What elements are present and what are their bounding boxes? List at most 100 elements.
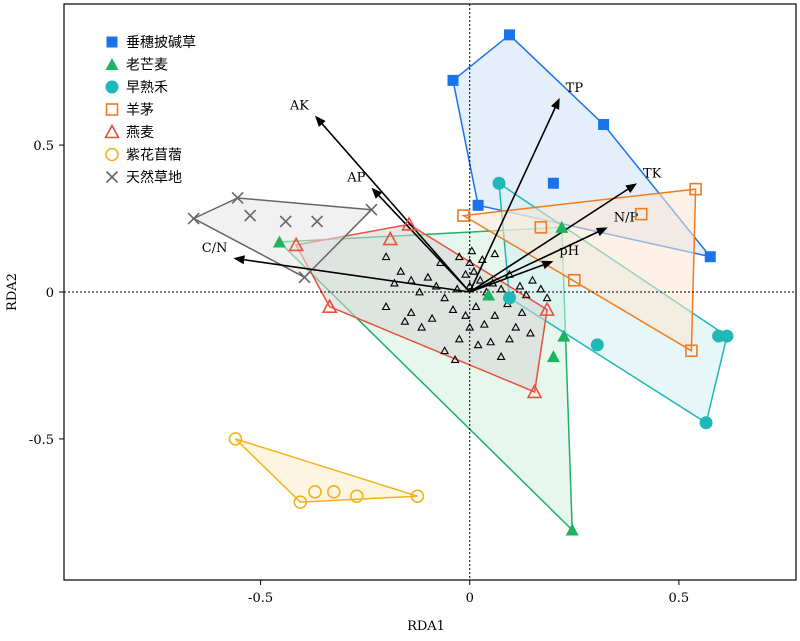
legend-label-3: 早熟禾 [126,80,168,96]
y-tick-label-3: 0.5 [33,139,54,154]
legend-label-6: 紫花苜蓿 [126,147,182,164]
vector-arrowhead-7 [233,255,245,265]
small-marker-11 [469,266,479,275]
point-2-1 [272,235,286,248]
point-4-5 [568,273,581,287]
point-2-2 [555,220,569,233]
point-6-3 [308,485,322,499]
point-4-1 [457,209,470,222]
small-marker-48 [490,249,500,258]
small-marker-31 [525,328,535,337]
small-marker-32 [427,313,437,322]
vector-arrowhead-5 [595,227,608,237]
point-2-4 [557,329,571,342]
small-marker-47 [477,255,487,264]
point-7-4 [279,215,292,228]
small-marker-14 [488,278,498,287]
legend-label-4: 羊茅 [126,103,154,119]
point-1-1 [447,74,459,86]
point-1-4 [704,251,716,263]
legend-marker-1 [106,36,118,48]
point-7-3 [244,209,257,222]
point-3-2 [502,291,516,305]
point-4-3 [634,207,648,221]
vector-label-2: AP [346,171,365,186]
vector-line-2 [378,195,471,293]
point-4-2 [534,221,548,234]
small-marker-8 [452,284,462,293]
small-marker-23 [448,305,458,313]
vector-arrowhead-1 [314,115,326,127]
small-marker-42 [496,352,506,361]
point-5-6 [539,301,555,316]
vector-label-1: AK [289,99,309,114]
point-3-3 [590,338,604,352]
vector-line-7 [244,258,470,293]
group-points [187,29,734,536]
small-marker-36 [465,322,475,331]
small-marker-34 [406,307,416,316]
small-marker-9 [461,269,470,278]
small-marker-5 [423,272,433,281]
small-marker-40 [450,354,460,363]
legend-label-5: 燕麦 [126,125,154,141]
point-3-6 [699,416,713,430]
small-marker-16 [505,269,514,278]
legend-label-2: 老芒麦 [126,58,168,74]
hull-4 [461,188,697,353]
legend-marker-2 [105,58,119,70]
point-6-5 [349,489,364,504]
legend-label-7: 天然草地 [126,169,182,186]
legend-marker-4 [105,103,119,116]
vector-label-3: TP [566,81,584,96]
small-marker-15 [496,284,506,293]
small-marker-33 [417,322,427,331]
y-axis-title: RDA2 [5,273,20,311]
small-marker-25 [471,302,481,311]
vector-arrowhead-3 [550,98,560,110]
point-3-1 [492,176,506,190]
small-marker-24 [461,310,470,319]
point-5-1 [288,236,304,252]
small-marker-26 [479,319,489,328]
point-7-1 [187,212,200,225]
point-3-5 [720,329,734,343]
vector-line-1 [321,123,471,293]
point-7-5 [310,215,324,228]
small-marker-6 [431,281,441,290]
small-marker-29 [511,322,521,331]
small-marker-35 [454,334,464,343]
hull-6 [234,438,418,503]
small-marker-50 [467,246,477,255]
small-marker-2 [396,266,406,275]
x-tick-label-2: 0 [466,591,474,606]
vector-label-6: pH [559,244,579,259]
legend-marker-5 [104,123,120,139]
x-tick-label-1: -0.5 [248,591,273,606]
small-marker-19 [528,275,537,284]
point-2-5 [546,350,560,363]
point-6-4 [326,485,341,499]
small-marker-41 [473,340,483,349]
small-marker-27 [490,310,500,319]
small-marker-39 [440,346,450,355]
hull-5 [294,223,548,393]
small-marker-20 [536,284,546,293]
point-7-6 [365,203,378,216]
point-5-3 [401,216,417,231]
small-marker-37 [486,337,496,346]
small-marker-18 [521,290,531,299]
x-tick-label-3: 0.5 [669,591,690,606]
point-4-6 [685,344,698,358]
point-5-2 [382,230,399,246]
vector-label-7: C/N [202,241,228,256]
small-marker-22 [436,257,445,266]
legend-marker-6 [105,147,119,162]
vector-arrowhead-6 [541,260,554,270]
small-marker-7 [440,293,450,302]
small-marker-49 [454,252,464,261]
point-2-3 [482,288,496,301]
legend-marker-7 [105,170,119,184]
y-tick-label-1: -0.5 [29,433,54,448]
